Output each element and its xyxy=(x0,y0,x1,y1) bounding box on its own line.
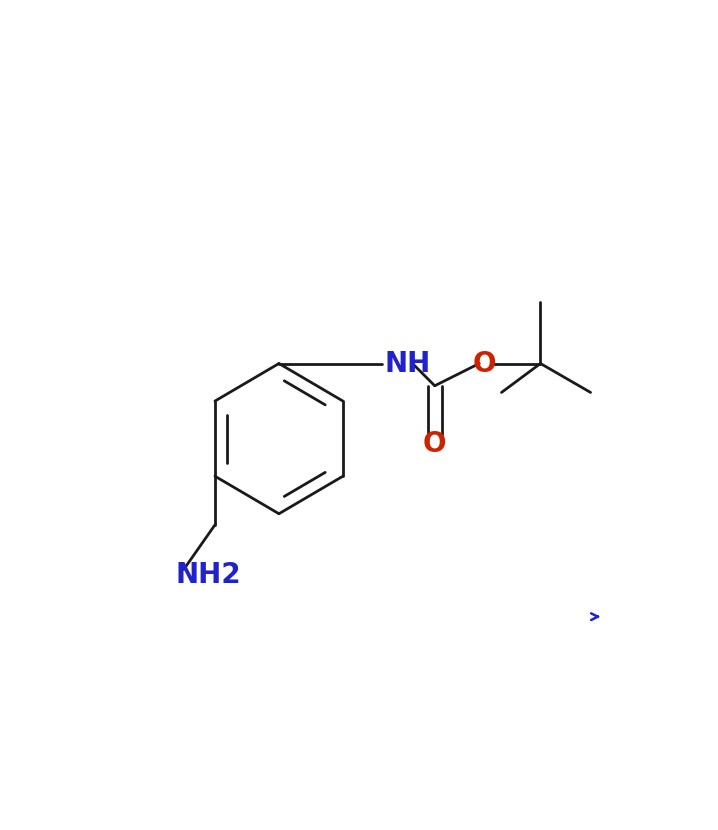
Text: NH: NH xyxy=(385,349,431,378)
Text: O: O xyxy=(473,349,497,378)
Text: O: O xyxy=(423,430,447,458)
Text: NH2: NH2 xyxy=(176,561,242,589)
